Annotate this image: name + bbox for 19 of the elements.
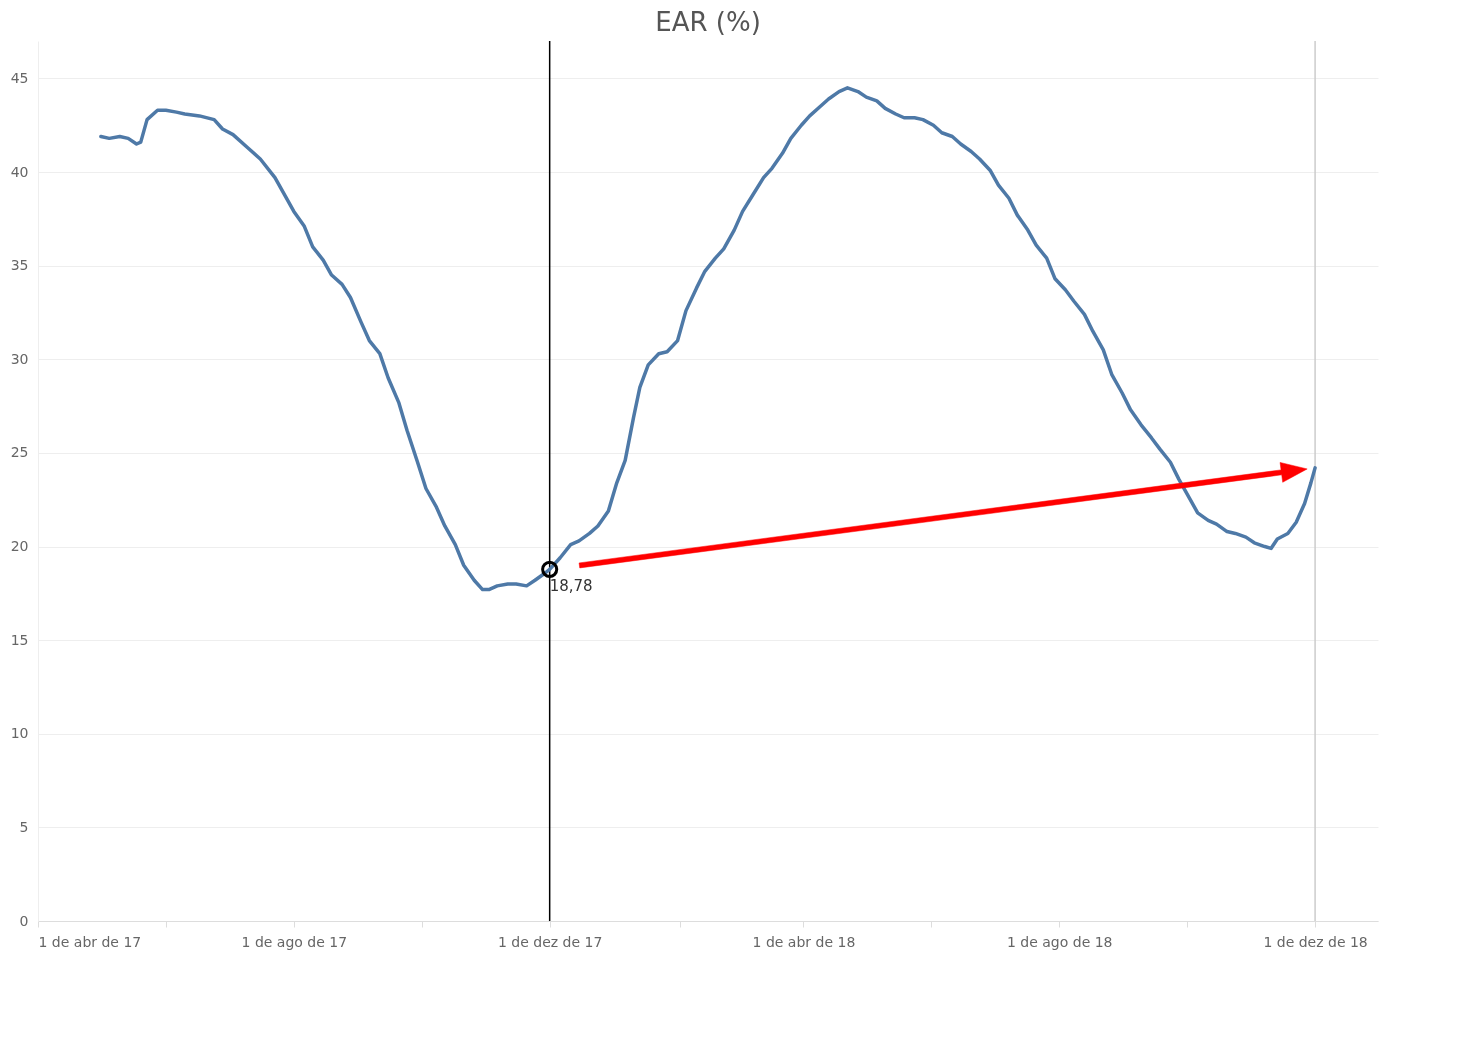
annotation: 18,78 [549, 577, 593, 596]
chart-title: EAR (%) [655, 7, 761, 38]
x-tick-label: 1 de abr de 18 [752, 933, 856, 950]
y-tick-label: 45 [10, 69, 29, 86]
y-tick-label: 40 [10, 163, 29, 180]
y-tick-label: 30 [10, 350, 29, 367]
y-tick-label: 35 [10, 257, 29, 274]
y-tick-label: 25 [10, 444, 29, 461]
y-tick-label: 10 [10, 725, 29, 742]
x-tick-label: 1 de ago de 18 [1006, 933, 1113, 950]
x-tick-label: 1 de abr de 17 [38, 933, 142, 950]
line-series [99, 86, 1317, 592]
y-tick-label: 5 [19, 818, 29, 835]
x-tick-label: 1 de dez de 17 [497, 933, 603, 950]
y-tick-label: 20 [10, 538, 29, 555]
x-tick-label: 1 de ago de 17 [241, 933, 348, 950]
x-tick-label: 1 de dez de 18 [1263, 933, 1368, 950]
y-tick-label: 0 [19, 912, 29, 929]
y-tick-label: 15 [10, 631, 29, 648]
